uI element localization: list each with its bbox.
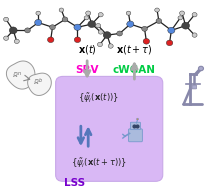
Circle shape: [4, 17, 9, 22]
Circle shape: [74, 24, 81, 30]
Circle shape: [166, 40, 173, 46]
Circle shape: [155, 8, 159, 12]
Circle shape: [198, 66, 203, 71]
Circle shape: [178, 16, 183, 20]
Polygon shape: [7, 61, 35, 89]
FancyBboxPatch shape: [56, 76, 163, 181]
Circle shape: [4, 36, 9, 40]
FancyBboxPatch shape: [130, 122, 140, 130]
Circle shape: [88, 21, 96, 28]
Circle shape: [9, 27, 17, 34]
Circle shape: [14, 39, 19, 43]
Circle shape: [168, 27, 175, 33]
Circle shape: [59, 8, 64, 12]
Circle shape: [127, 21, 134, 27]
Circle shape: [103, 32, 111, 39]
Circle shape: [180, 11, 185, 15]
Circle shape: [36, 11, 41, 15]
Text: LSS: LSS: [64, 178, 85, 188]
Circle shape: [156, 19, 162, 23]
Circle shape: [136, 118, 139, 120]
Circle shape: [74, 37, 81, 43]
Circle shape: [98, 12, 103, 17]
Circle shape: [47, 37, 54, 43]
Text: $\mathbb{R}^n$: $\mathbb{R}^n$: [12, 70, 22, 80]
Text: $\mathbf{x}(t)$: $\mathbf{x}(t)$: [78, 43, 97, 56]
Circle shape: [96, 23, 101, 28]
Text: $\mathbb{R}^b$: $\mathbb{R}^b$: [33, 77, 43, 88]
Circle shape: [117, 31, 122, 36]
Text: cWGAN: cWGAN: [113, 65, 156, 75]
Circle shape: [50, 25, 55, 30]
Text: $\{\tilde{\psi}_i(\mathbf{x}(t))\}$: $\{\tilde{\psi}_i(\mathbf{x}(t))\}$: [78, 92, 119, 105]
Text: SRV: SRV: [75, 65, 99, 75]
Text: $\mathbf{x}(t+\tau)$: $\mathbf{x}(t+\tau)$: [116, 43, 153, 56]
Circle shape: [35, 19, 42, 26]
Circle shape: [84, 16, 89, 20]
Circle shape: [192, 33, 197, 37]
Text: $\{\tilde{\psi}_i(\mathbf{x}(t+\tau))\}$: $\{\tilde{\psi}_i(\mathbf{x}(t+\tau))\}$: [71, 156, 127, 170]
Circle shape: [25, 28, 30, 33]
Circle shape: [108, 44, 113, 48]
Circle shape: [62, 17, 68, 22]
Circle shape: [143, 39, 150, 44]
Circle shape: [97, 42, 102, 47]
Circle shape: [182, 22, 190, 29]
Circle shape: [142, 26, 147, 31]
Circle shape: [126, 11, 131, 15]
FancyBboxPatch shape: [129, 129, 142, 142]
Polygon shape: [28, 73, 51, 95]
Circle shape: [98, 30, 103, 34]
FancyBboxPatch shape: [192, 85, 197, 89]
Circle shape: [192, 12, 197, 17]
Circle shape: [86, 11, 91, 15]
